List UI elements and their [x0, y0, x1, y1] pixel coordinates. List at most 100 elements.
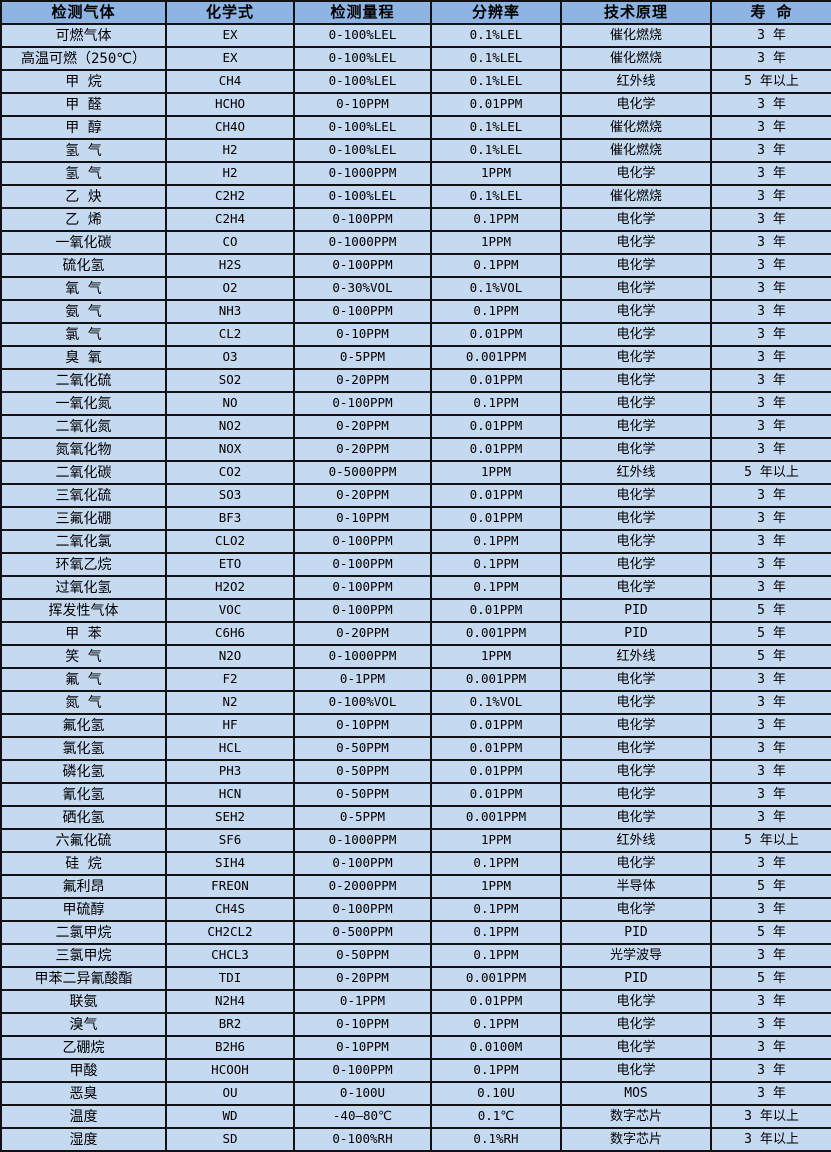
- cell-gas-name: 挥发性气体: [0, 598, 167, 623]
- cell-resolution: 0.01PPM: [430, 414, 562, 439]
- cell-formula: HCHO: [165, 92, 295, 117]
- cell-gas-name: 氰化氢: [0, 782, 167, 807]
- cell-principle: 电化学: [560, 276, 712, 301]
- cell-principle: 电化学: [560, 299, 712, 324]
- table-row: 二氧化氮 NO2 0-20PPM 0.01PPM 电化学 3 年: [0, 414, 831, 439]
- table-row: 甲酸 HCOOH 0-100PPM 0.1PPM 电化学 3 年: [0, 1058, 831, 1083]
- cell-range: 0-50PPM: [293, 759, 432, 784]
- cell-resolution: 0.1PPM: [430, 253, 562, 278]
- cell-resolution: 0.001PPM: [430, 621, 562, 646]
- cell-gas-name: 氧 气: [0, 276, 167, 301]
- cell-lifespan: 5 年以上: [710, 460, 831, 485]
- cell-lifespan: 3 年: [710, 322, 831, 347]
- header-row: 检测气体 化学式 检测量程 分辨率 技术原理寿 命: [0, 0, 831, 25]
- cell-formula: CO: [165, 230, 295, 255]
- cell-range: 0-100PPM: [293, 897, 432, 922]
- cell-range: 0-100PPM: [293, 253, 432, 278]
- table-row: 氮氧化物 NOX 0-20PPM 0.01PPM 电化学 3 年: [0, 437, 831, 462]
- cell-lifespan: 3 年: [710, 506, 831, 531]
- cell-resolution: 0.01PPM: [430, 322, 562, 347]
- cell-principle: 电化学: [560, 1035, 712, 1060]
- cell-lifespan: 3 年: [710, 851, 831, 876]
- cell-gas-name: 一氧化碳: [0, 230, 167, 255]
- table-row: 笑 气 N2O 0-1000PPM 1PPM 红外线 5 年: [0, 644, 831, 669]
- cell-principle: 电化学: [560, 414, 712, 439]
- table-row: 一氧化碳 CO 0-1000PPM 1PPM 电化学 3 年: [0, 230, 831, 255]
- table-row: 三氧化硫 SO3 0-20PPM 0.01PPM 电化学 3 年: [0, 483, 831, 508]
- cell-resolution: 0.01PPM: [430, 759, 562, 784]
- cell-principle: 电化学: [560, 989, 712, 1014]
- cell-gas-name: 可燃气体: [0, 23, 167, 48]
- cell-range: 0-100PPM: [293, 207, 432, 232]
- cell-principle: 电化学: [560, 805, 712, 830]
- cell-gas-name: 环氧乙烷: [0, 552, 167, 577]
- cell-lifespan: 3 年: [710, 1012, 831, 1037]
- cell-resolution: 0.1%LEL: [430, 69, 562, 94]
- cell-range: 0-20PPM: [293, 414, 432, 439]
- cell-gas-name: 三氯甲烷: [0, 943, 167, 968]
- cell-lifespan: 3 年: [710, 552, 831, 577]
- cell-resolution: 0.1PPM: [430, 943, 562, 968]
- cell-principle: 半导体: [560, 874, 712, 899]
- cell-gas-name: 联氨: [0, 989, 167, 1014]
- cell-range: 0-5PPM: [293, 345, 432, 370]
- cell-resolution: 1PPM: [430, 460, 562, 485]
- cell-principle: 红外线: [560, 69, 712, 94]
- table-row: 湿度 SD 0-100%RH 0.1%RH 数字芯片 3 年以上: [0, 1127, 831, 1152]
- cell-gas-name: 甲硫醇: [0, 897, 167, 922]
- cell-principle: 电化学: [560, 230, 712, 255]
- cell-range: 0-20PPM: [293, 437, 432, 462]
- cell-principle: 电化学: [560, 253, 712, 278]
- cell-formula: TDI: [165, 966, 295, 991]
- table-row: 甲苯二异氰酸酯 TDI 0-20PPM 0.001PPM PID 5 年: [0, 966, 831, 991]
- cell-principle: 电化学: [560, 667, 712, 692]
- cell-resolution: 0.1PPM: [430, 897, 562, 922]
- cell-resolution: 0.01PPM: [430, 736, 562, 761]
- table-row: 二氧化硫 SO2 0-20PPM 0.01PPM 电化学 3 年: [0, 368, 831, 393]
- cell-principle: 电化学: [560, 897, 712, 922]
- cell-lifespan: 3 年: [710, 299, 831, 324]
- cell-range: 0-10PPM: [293, 1035, 432, 1060]
- cell-formula: N2: [165, 690, 295, 715]
- cell-resolution: 0.1PPM: [430, 529, 562, 554]
- cell-formula: SEH2: [165, 805, 295, 830]
- cell-range: 0-1000PPM: [293, 644, 432, 669]
- cell-range: 0-100%LEL: [293, 184, 432, 209]
- cell-lifespan: 5 年: [710, 920, 831, 945]
- column-header-range: 检测量程: [293, 0, 432, 25]
- cell-resolution: 0.10U: [430, 1081, 562, 1106]
- cell-range: 0-100PPM: [293, 552, 432, 577]
- column-header-resolution: 分辨率: [430, 0, 562, 25]
- cell-formula: CL2: [165, 322, 295, 347]
- cell-principle: 电化学: [560, 368, 712, 393]
- cell-range: 0-10PPM: [293, 713, 432, 738]
- cell-resolution: 0.1PPM: [430, 552, 562, 577]
- cell-resolution: 0.001PPM: [430, 667, 562, 692]
- column-header-principle: 技术原理: [560, 0, 712, 25]
- cell-formula: O2: [165, 276, 295, 301]
- cell-resolution: 0.001PPM: [430, 966, 562, 991]
- table-row: 甲 醇 CH4O 0-100%LEL 0.1%LEL 催化燃烧 3 年: [0, 115, 831, 140]
- cell-range: 0-5000PPM: [293, 460, 432, 485]
- column-header-formula: 化学式: [165, 0, 295, 25]
- cell-range: 0-10PPM: [293, 322, 432, 347]
- cell-lifespan: 5 年: [710, 621, 831, 646]
- cell-lifespan: 3 年: [710, 437, 831, 462]
- cell-gas-name: 氟化氢: [0, 713, 167, 738]
- cell-range: 0-500PPM: [293, 920, 432, 945]
- cell-gas-name: 硒化氢: [0, 805, 167, 830]
- cell-gas-name: 乙 炔: [0, 184, 167, 209]
- table-row: 挥发性气体 VOC 0-100PPM 0.01PPM PID 5 年: [0, 598, 831, 623]
- table-header: 检测气体 化学式 检测量程 分辨率 技术原理寿 命: [0, 0, 831, 25]
- cell-formula: PH3: [165, 759, 295, 784]
- cell-gas-name: 溴气: [0, 1012, 167, 1037]
- cell-resolution: 0.01PPM: [430, 437, 562, 462]
- cell-range: 0-20PPM: [293, 621, 432, 646]
- cell-principle: 数字芯片: [560, 1127, 712, 1152]
- cell-range: 0-30%VOL: [293, 276, 432, 301]
- cell-gas-name: 乙 烯: [0, 207, 167, 232]
- cell-formula: CO2: [165, 460, 295, 485]
- cell-range: 0-50PPM: [293, 736, 432, 761]
- cell-principle: PID: [560, 966, 712, 991]
- cell-principle: 电化学: [560, 782, 712, 807]
